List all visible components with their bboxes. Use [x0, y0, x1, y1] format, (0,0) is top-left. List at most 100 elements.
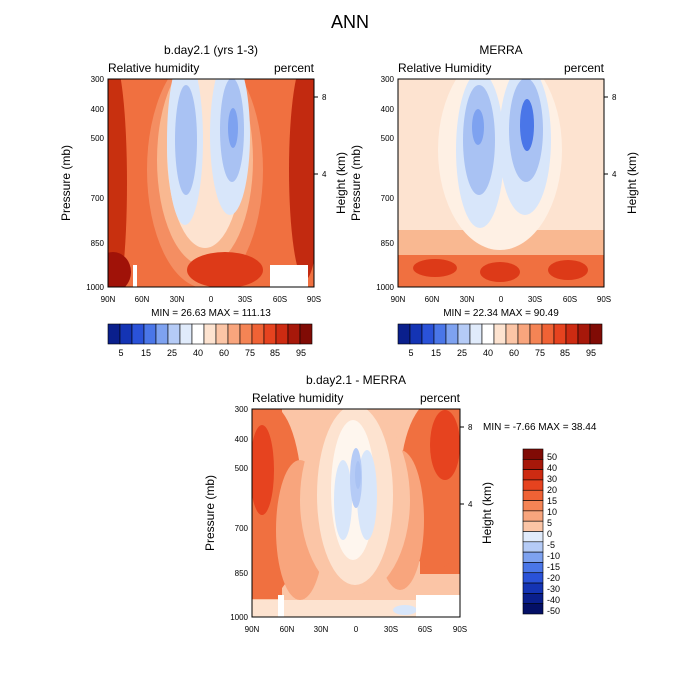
- y2-axis-label: Height (km): [334, 152, 348, 214]
- colorbar-label: 85: [270, 348, 280, 358]
- colorbar-swatch: [522, 562, 544, 574]
- colorbar-label: -5: [547, 540, 555, 550]
- y2-axis: 8 4 Height (km): [604, 93, 639, 214]
- y2-axis: 8 4 Height (km): [314, 93, 348, 214]
- x-tick-label: 90S: [453, 625, 467, 634]
- contour-fill-tropics-surface: [480, 262, 520, 282]
- y2-tick-label: 8: [612, 93, 617, 102]
- colorbar-swatch: [529, 323, 543, 345]
- y-tick-label: 700: [91, 194, 105, 203]
- min-max-label: MIN = 22.34 MAX = 90.49: [443, 308, 559, 319]
- y-tick-label: 850: [91, 239, 105, 248]
- colorbar-label: 5: [118, 348, 123, 358]
- y-tick-label: 500: [235, 464, 249, 473]
- colorbar-swatch: [522, 551, 544, 563]
- colorbar-labels: 5 15 25 40 60 75 85 95: [118, 348, 306, 358]
- colorbar-label: 95: [586, 348, 596, 358]
- contour-fill-nh-surface: [413, 259, 457, 277]
- colorbar-swatch: [565, 323, 579, 345]
- colorbar-label: 40: [483, 348, 493, 358]
- min-max-label: MIN = 26.63 MAX = 111.13: [151, 308, 271, 319]
- colorbar-swatch: [469, 323, 483, 345]
- y-axis-label: Pressure (mb): [349, 145, 363, 221]
- colorbar: [107, 323, 313, 345]
- colorbar-label: 95: [296, 348, 306, 358]
- contour-fill-neg-2: [357, 450, 377, 540]
- colorbar-label: 15: [547, 496, 557, 506]
- y2-tick-label: 4: [468, 500, 473, 509]
- y-tick-label: 1000: [230, 613, 248, 622]
- colorbar-label: -30: [547, 584, 560, 594]
- y-tick-label: 850: [235, 569, 249, 578]
- variable-label: Relative humidity: [108, 61, 199, 75]
- colorbar-swatch: [541, 323, 555, 345]
- contour-fill-sh-dry-core: [520, 99, 534, 151]
- contour-fill-sh-core: [430, 410, 460, 480]
- x-tick-label: 0: [499, 295, 504, 304]
- y2-axis: 8 4 Height (km): [460, 423, 494, 544]
- colorbar-label: 20: [547, 485, 557, 495]
- colorbar-label: 10: [547, 507, 557, 517]
- contour-field: [252, 409, 460, 617]
- colorbar-swatch: [191, 323, 205, 345]
- contour-fill-boundary-layer: [187, 252, 263, 287]
- plot-frame: [251, 408, 461, 618]
- plot-frame: [397, 78, 605, 288]
- contour-field: [398, 79, 604, 287]
- colorbar-swatch: [445, 323, 459, 345]
- colorbar-label: 15: [141, 348, 151, 358]
- colorbar-label: 40: [547, 463, 557, 473]
- x-axis: 90N 60N 30N 0 30S 60S 90S: [391, 295, 611, 304]
- units-label: percent: [420, 391, 461, 405]
- colorbar-swatch: [589, 323, 603, 345]
- panel-model: b.day2.1 (yrs 1-3) Relative humidity per…: [59, 43, 348, 358]
- contour-fill-north-surface: [108, 252, 131, 287]
- colorbar-label: 5: [408, 348, 413, 358]
- colorbar-swatch: [143, 323, 157, 345]
- min-max-label: MIN = -7.66 MAX = 38.44: [483, 422, 597, 433]
- colorbar-swatch: [522, 541, 544, 553]
- colorbar-swatch: [203, 323, 217, 345]
- colorbar-label: -20: [547, 573, 560, 583]
- x-tick-label: 30N: [170, 295, 185, 304]
- colorbar-label: 5: [547, 518, 552, 528]
- colorbar-swatch: [155, 323, 169, 345]
- colorbar-swatch: [522, 479, 544, 491]
- x-tick-label: 60N: [425, 295, 440, 304]
- colorbar-swatch: [522, 510, 544, 522]
- y-axis-label: Pressure (mb): [59, 145, 73, 221]
- x-tick-label: 60N: [135, 295, 150, 304]
- y-tick-label: 300: [91, 75, 105, 84]
- colorbar-labels: 5 15 25 40 60 75 85 95: [408, 348, 596, 358]
- colorbar: [522, 448, 544, 615]
- chart-title: MERRA: [479, 43, 522, 57]
- y2-tick-label: 8: [322, 93, 327, 102]
- contour-field: [108, 79, 314, 287]
- x-tick-label: 90N: [101, 295, 116, 304]
- y-tick-label: 700: [381, 194, 395, 203]
- colorbar-label: -50: [547, 606, 560, 616]
- x-tick-label: 90S: [307, 295, 321, 304]
- colorbar-label: -15: [547, 562, 560, 572]
- y-tick-label: 400: [235, 435, 249, 444]
- y-tick-label: 700: [235, 524, 249, 533]
- contour-fill-surface-neg: [393, 605, 417, 615]
- colorbar-label: 75: [245, 348, 255, 358]
- panel-obs: MERRA Relative Humidity percent 300 400 …: [349, 43, 639, 358]
- colorbar-swatch: [167, 323, 181, 345]
- contour-fill-neg-core: [355, 461, 361, 489]
- colorbar-label: -40: [547, 595, 560, 605]
- colorbar-swatch: [522, 459, 544, 470]
- colorbar-label: 60: [509, 348, 519, 358]
- chart-title: b.day2.1 (yrs 1-3): [164, 43, 258, 57]
- plot-frame: [107, 78, 315, 288]
- x-tick-label: 90N: [391, 295, 406, 304]
- colorbar-swatch: [481, 323, 495, 345]
- colorbar-label: 60: [219, 348, 229, 358]
- colorbar-swatch: [522, 448, 544, 460]
- colorbar-swatch: [505, 323, 519, 345]
- missing-data: [133, 265, 137, 287]
- y-tick-label: 400: [381, 105, 395, 114]
- y-axis-label: Pressure (mb): [203, 475, 217, 551]
